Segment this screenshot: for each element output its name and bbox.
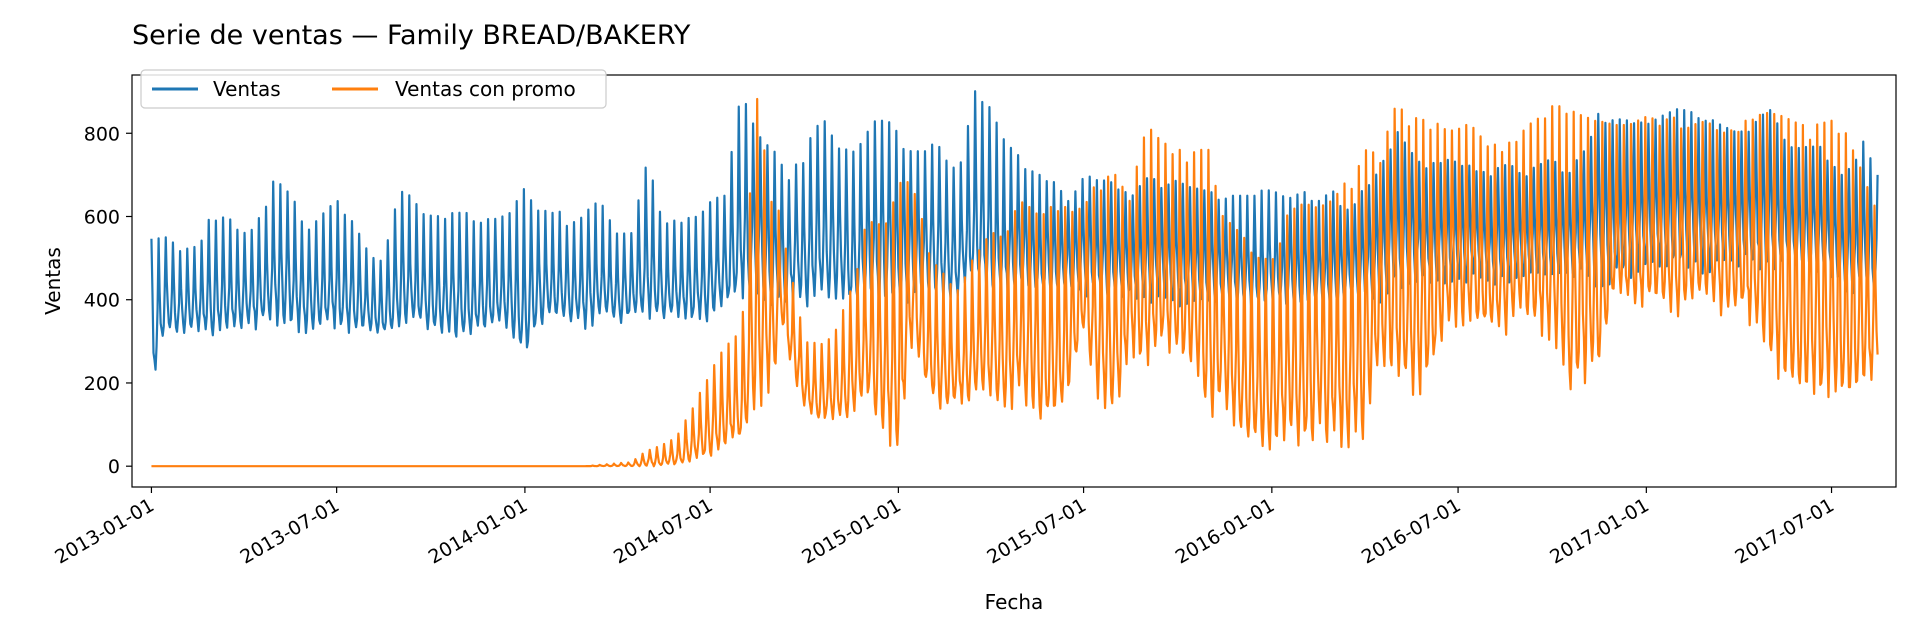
x-tick-label: 2013-01-01 xyxy=(51,494,158,568)
y-axis-label: Ventas xyxy=(41,247,65,315)
x-tick-label: 2015-01-01 xyxy=(798,494,905,568)
plot-area xyxy=(150,90,1879,468)
series-line-ventas-con-promo xyxy=(151,97,1879,468)
x-tick-label: 2013-07-01 xyxy=(237,494,344,568)
x-axis: 2013-01-01 2013-07-01 2014-01-01 2014-07-01… xyxy=(51,487,1838,569)
legend-label-ventas-con-promo: Ventas con promo xyxy=(395,77,576,101)
chart-title: Serie de ventas — Family BREAD/BAKERY xyxy=(132,20,691,51)
y-tick-label: 400 xyxy=(84,290,120,312)
x-tick-label: 2014-01-01 xyxy=(425,494,532,568)
x-tick-label: 2015-07-01 xyxy=(983,494,1090,568)
y-tick-label: 600 xyxy=(84,206,120,228)
legend-label-ventas: Ventas xyxy=(213,77,281,101)
series-layer xyxy=(150,90,1879,468)
y-tick-label: 800 xyxy=(84,123,120,145)
x-tick-label: 2016-01-01 xyxy=(1172,494,1279,568)
y-tick-label: 0 xyxy=(108,456,120,478)
legend: Ventas Ventas con promo xyxy=(140,69,607,109)
y-axis: 0 200 400 600 800 xyxy=(84,123,132,478)
x-axis-label: Fecha xyxy=(985,590,1044,614)
plot-frame xyxy=(131,74,1897,488)
x-tick-label: 2014-07-01 xyxy=(610,494,717,568)
y-tick-label: 200 xyxy=(84,373,120,395)
x-tick-label: 2016-07-01 xyxy=(1358,494,1465,568)
x-tick-label: 2017-07-01 xyxy=(1731,494,1838,568)
x-tick-label: 2017-01-01 xyxy=(1546,494,1653,568)
